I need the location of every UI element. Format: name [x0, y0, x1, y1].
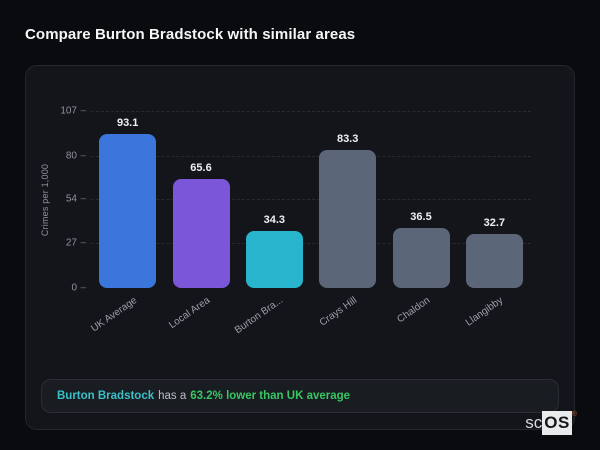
x-axis-label: Crays Hill	[317, 294, 359, 329]
y-tick-mark: –	[80, 150, 86, 162]
bar-uk-average	[99, 134, 157, 288]
plot-area: Crimes per 1,000 0–27–54–80–107–93.1 UK A…	[40, 106, 531, 336]
gridline	[91, 198, 531, 200]
bar-crays-hill	[319, 150, 377, 288]
y-tick-label: 107	[60, 105, 77, 117]
bar-llangibby	[465, 233, 523, 288]
y-tick-label: 27	[65, 237, 77, 249]
x-axis-label: Llangibby	[464, 294, 506, 329]
comparison-note: Burton Bradstock has a 63.2% lower than …	[41, 379, 559, 413]
y-tick-label: 80	[65, 150, 77, 162]
registered-trademark-icon: ®	[571, 411, 577, 418]
y-tick-label: 54	[65, 193, 77, 205]
brand-logo-suffix: OS	[542, 411, 572, 435]
y-tick-mark: –	[80, 282, 86, 294]
x-axis-label: Local Area	[167, 294, 213, 332]
bar-value-label: 65.6	[190, 162, 212, 175]
bar-burton-bra	[245, 231, 303, 288]
x-axis-label: Chaldon	[395, 294, 433, 326]
bar-value-label: 83.3	[336, 133, 359, 146]
gridline	[91, 155, 531, 157]
bar-chaldon	[392, 227, 450, 288]
bar-value-label: 93.1	[116, 116, 139, 129]
page-title: Compare Burton Bradstock with similar ar…	[25, 26, 356, 43]
y-tick-label: 0	[71, 282, 77, 294]
y-tick-mark: –	[80, 193, 86, 205]
brand-logo: sc OS ®	[525, 411, 577, 435]
gridline	[91, 111, 531, 112]
x-axis-label: Burton Bra...	[233, 294, 286, 337]
note-area-name: Burton Bradstock	[57, 390, 155, 402]
y-tick-mark: –	[80, 105, 86, 117]
bar-value-label: 36.5	[410, 210, 432, 223]
note-connector-text: has a	[158, 390, 187, 402]
note-stat-text: 63.2% lower than UK average	[190, 390, 351, 402]
bar-value-label: 34.3	[263, 214, 286, 227]
x-axis-label: UK Average	[88, 294, 139, 335]
brand-logo-prefix: sc	[525, 413, 543, 432]
gridline	[91, 243, 531, 245]
y-axis-title: Crimes per 1,000	[40, 163, 50, 236]
bar-value-label: 32.7	[483, 216, 506, 229]
y-tick-mark: –	[80, 237, 86, 249]
bar-local-area	[172, 179, 230, 288]
chart-card: Crimes per 1,000 0–27–54–80–107–93.1 UK A…	[25, 65, 575, 430]
